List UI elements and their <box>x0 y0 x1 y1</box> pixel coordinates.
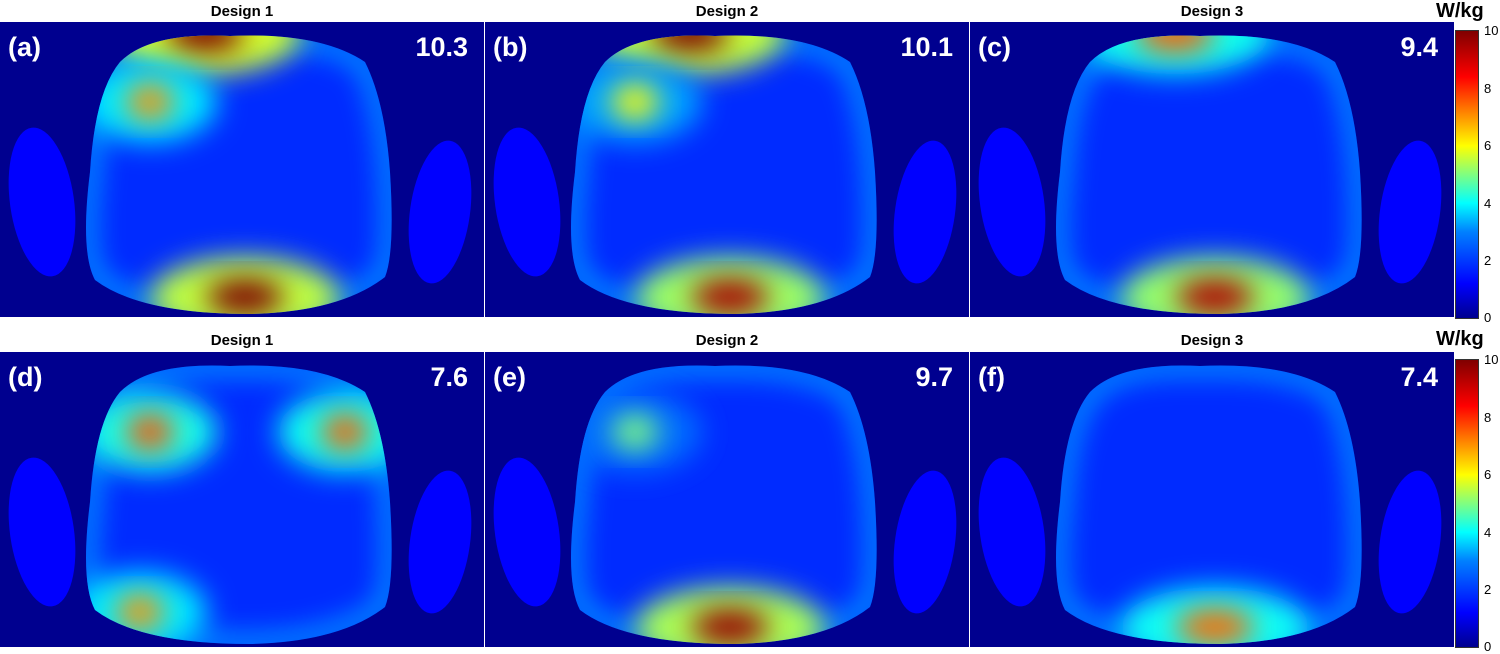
hotspot <box>611 414 659 450</box>
colorbar-tick: 0 <box>1484 310 1492 325</box>
colorbar-tick: 6 <box>1484 138 1492 153</box>
heatmap-panel-c: (c) 9.4 <box>970 22 1454 317</box>
colorbar-unit: W/kg <box>1436 0 1484 22</box>
colorbar-tick: 0 <box>1484 639 1492 654</box>
hotspot <box>611 84 659 120</box>
hotspot <box>126 414 174 450</box>
left-arm <box>493 457 561 607</box>
colorbar-tick: 8 <box>1484 81 1492 96</box>
hotspot <box>691 609 769 644</box>
hotspot <box>1176 279 1254 314</box>
panel-label: (a) <box>8 32 41 62</box>
heatmap-panel-a: (a) 10.3 <box>0 22 484 317</box>
panel-label: (d) <box>8 362 43 392</box>
left-arm <box>978 127 1046 277</box>
panel-title: Design 3 <box>1180 3 1244 20</box>
torso-rim <box>1056 365 1362 644</box>
heatmap-panel-f: (f) 7.4 <box>970 352 1454 647</box>
panel-max-value: 9.7 <box>915 362 953 392</box>
colorbar-tick: 6 <box>1484 467 1492 482</box>
colorbar <box>1455 30 1479 319</box>
panel-title: Design 2 <box>695 332 759 349</box>
heatmap-svg <box>493 35 957 314</box>
hotspot <box>126 84 174 120</box>
torso-rim <box>571 365 877 644</box>
heatmap-svg <box>8 35 472 314</box>
panel-max-value: 10.3 <box>415 32 468 62</box>
right-arm <box>1378 470 1442 614</box>
hotspot <box>1136 35 1214 52</box>
right-arm <box>408 470 472 614</box>
torso <box>1056 365 1362 644</box>
hotspot <box>116 594 164 630</box>
panel-title: Design 2 <box>695 3 759 20</box>
colorbar <box>1455 359 1479 648</box>
hotspot <box>691 279 769 314</box>
right-arm <box>893 470 957 614</box>
panel-label: (b) <box>493 32 528 62</box>
heatmap-panel-b: (b) 10.1 <box>485 22 969 317</box>
colorbar-tick: 4 <box>1484 525 1492 540</box>
heatmap-svg <box>978 35 1442 314</box>
panel-title: Design 1 <box>210 332 274 349</box>
colorbar-tick: 8 <box>1484 410 1492 425</box>
right-arm <box>1378 140 1442 284</box>
heatmap-panel-e: (e) 9.7 <box>485 352 969 647</box>
panel-label: (c) <box>978 32 1011 62</box>
panel-title: Design 3 <box>1180 332 1244 349</box>
left-arm <box>978 457 1046 607</box>
heatmap-svg <box>978 365 1442 644</box>
right-arm <box>408 140 472 284</box>
colorbar-unit: W/kg <box>1436 328 1484 350</box>
left-arm <box>8 127 76 277</box>
panel-max-value: 7.6 <box>430 362 468 392</box>
colorbar-tick: 10 <box>1484 352 1499 367</box>
hotspot-halo <box>595 35 785 74</box>
hotspot <box>651 35 729 52</box>
left-arm <box>493 127 561 277</box>
colorbar-tick: 2 <box>1484 253 1492 268</box>
panel-max-value: 10.1 <box>900 32 953 62</box>
torso-rim <box>86 365 392 644</box>
colorbar-tick: 2 <box>1484 582 1492 597</box>
colorbar-tick: 10 <box>1484 23 1499 38</box>
panel-max-value: 7.4 <box>1400 362 1438 392</box>
hotspot <box>321 414 369 450</box>
panel-max-value: 9.4 <box>1400 32 1438 62</box>
colorbar-tick: 4 <box>1484 196 1492 211</box>
heatmap-svg <box>8 365 472 644</box>
heatmap-svg <box>493 365 957 644</box>
hotspot <box>1176 609 1254 644</box>
hotspot-halo <box>1080 35 1270 74</box>
left-arm <box>8 457 76 607</box>
hotspot <box>206 279 284 314</box>
panel-title: Design 1 <box>210 3 274 20</box>
hotspot <box>166 35 244 52</box>
torso <box>1056 35 1362 314</box>
heatmap-panel-d: (d) 7.6 <box>0 352 484 647</box>
hotspot-halo <box>110 35 300 74</box>
panel-label: (e) <box>493 362 526 392</box>
right-arm <box>893 140 957 284</box>
panel-label: (f) <box>978 362 1005 392</box>
